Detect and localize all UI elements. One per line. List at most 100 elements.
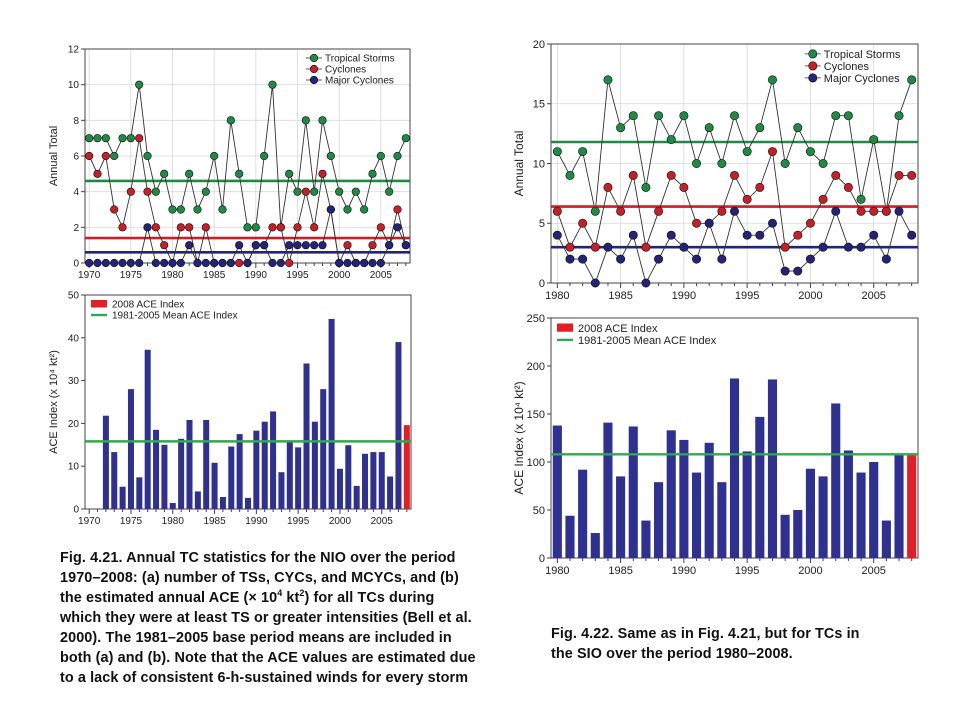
ts-point <box>368 169 377 178</box>
ts-point <box>276 223 285 232</box>
ts-point <box>268 80 277 89</box>
figure-4-22-caption: Fig. 4.22. Same as in Fig. 4.21, but for… <box>551 624 931 664</box>
x-tick-label: 2000 <box>798 290 822 302</box>
ts-point <box>907 75 917 85</box>
y-tick-label: 15 <box>533 99 545 111</box>
caption-line: 2000). The 1981–2005 base period means a… <box>60 630 452 646</box>
x-tick-label: 1995 <box>735 290 759 302</box>
ace-bar <box>370 452 377 509</box>
mcyc-point <box>301 241 310 250</box>
ts-point <box>101 134 110 143</box>
cyc-point <box>755 182 765 192</box>
x-tick-label: 1985 <box>203 270 226 281</box>
mcyc-point <box>235 241 244 250</box>
ts-point <box>818 159 828 168</box>
cyc-point <box>176 223 185 232</box>
cyc-point <box>780 242 790 252</box>
ace-bar <box>228 446 235 509</box>
ace-bar <box>805 468 815 558</box>
cyc-point <box>552 206 562 216</box>
x-tick-label: 1995 <box>287 516 310 527</box>
ts-point <box>881 206 891 216</box>
mcyc-point <box>285 241 294 250</box>
ts-point <box>590 206 600 216</box>
ace-bar <box>395 342 402 509</box>
mcyc-point <box>135 258 144 268</box>
mcyc-point <box>843 242 853 252</box>
ace-bar <box>102 415 109 509</box>
ace-bar <box>755 416 765 558</box>
mcyc-point <box>401 241 410 250</box>
mcyc-point <box>856 242 866 252</box>
caption-line: the estimated annual ACE (× 104 kt2) for… <box>60 588 435 606</box>
y-tick-label: 8 <box>73 116 79 127</box>
ace-bar <box>742 451 752 558</box>
legend-swatch <box>557 323 573 332</box>
ts-point <box>360 205 369 214</box>
mcyc-point <box>393 223 402 232</box>
mcyc-point <box>654 254 664 264</box>
mcyc-point <box>793 266 803 276</box>
ts-point <box>704 123 714 133</box>
mcyc-point <box>201 258 210 268</box>
cyc-point <box>590 242 600 252</box>
ts-point <box>856 194 866 204</box>
cyc-point <box>679 182 689 192</box>
cyc-point <box>692 218 702 228</box>
ts-point <box>118 134 127 143</box>
cyc-point <box>843 182 853 192</box>
ace-bar <box>691 472 702 558</box>
mcyc-point <box>101 258 110 268</box>
ts-point <box>210 151 219 161</box>
ace-bar <box>654 482 664 558</box>
ts-point <box>193 205 202 214</box>
ace-bar <box>616 476 626 558</box>
ts-point <box>692 159 702 168</box>
legend-label: 1981-2005 Mean ACE Index <box>578 335 717 347</box>
cyc-point <box>110 205 119 214</box>
mcyc-point <box>226 258 235 268</box>
mcyc-point <box>692 254 702 264</box>
ace-bar <box>717 482 727 558</box>
cyc-point <box>578 218 588 228</box>
ace-bar <box>894 454 904 558</box>
ace-bar <box>303 363 310 509</box>
ts-point <box>343 205 352 214</box>
ace-bar <box>767 379 778 558</box>
ts-point <box>310 187 319 196</box>
cyc-point <box>326 205 335 214</box>
ts-point <box>894 111 904 121</box>
ts-point <box>767 75 777 85</box>
cyc-point <box>93 169 102 178</box>
cyc-point <box>243 258 252 268</box>
y-tick-label: 50 <box>533 505 545 517</box>
ts-point <box>628 111 638 121</box>
x-tick-label: 1980 <box>161 270 184 281</box>
plot-frame <box>84 48 411 264</box>
sio_ace-group: 0 50 100 150 200 250 1980 1985 1990 1995 2000 2005 A… <box>512 313 919 577</box>
figure-4-21-caption: Fig. 4.21. Annual TC statistics for the … <box>60 548 500 688</box>
cyc-point <box>628 170 638 180</box>
cyc-point <box>235 258 244 268</box>
cyc-point <box>276 223 285 232</box>
mcyc-point <box>310 241 319 250</box>
mcyc-point <box>360 258 369 268</box>
cyc-point <box>603 182 613 192</box>
legend-marker <box>309 53 319 63</box>
legend-label: Major Cyclones <box>824 73 900 85</box>
ts-point <box>143 151 152 161</box>
ace-bar <box>253 430 260 509</box>
y-tick-label: 0 <box>73 505 79 516</box>
cyc-point <box>376 223 385 232</box>
y-tick-label: 0 <box>73 259 79 270</box>
ts-point <box>805 147 815 157</box>
cyc-point <box>831 170 841 180</box>
mcyc-point <box>335 258 344 268</box>
y-tick-label: 100 <box>527 457 545 469</box>
sio_counts-group: 0 5 10 15 20 1980 1985 1990 1995 2000 2005 Annual T… <box>512 39 919 302</box>
ace-bar <box>203 419 210 509</box>
y-axis-label: Annual Total <box>48 126 60 186</box>
cyc-point <box>869 206 879 216</box>
ts-point <box>168 205 177 214</box>
legend-label: Tropical Storms <box>824 49 901 61</box>
